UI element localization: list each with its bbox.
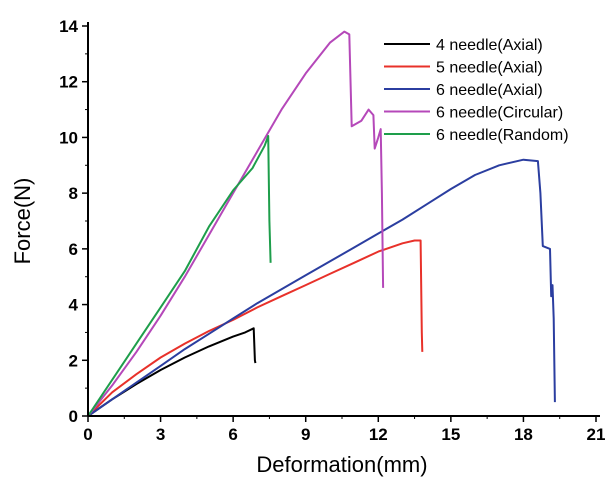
x-tick-label-5: 15 — [441, 425, 460, 444]
legend-label-2: 6 needle(Axial) — [436, 82, 543, 99]
y-tick-label-2: 4 — [69, 296, 79, 315]
legend-label-3: 6 needle(Circular) — [436, 105, 563, 122]
series-line-4 — [87, 135, 272, 417]
legend-label-0: 4 needle(Axial) — [436, 37, 543, 54]
x-tick-label-7: 21 — [587, 425, 606, 444]
y-tick-label-1: 2 — [69, 351, 78, 370]
x-tick-label-1: 3 — [156, 425, 165, 444]
x-tick-label-6: 18 — [514, 425, 533, 444]
series-line-0 — [87, 327, 257, 417]
series-line-1 — [87, 239, 424, 417]
plot-area — [87, 30, 556, 417]
x-axis-title: Deformation(mm) — [256, 452, 427, 477]
y-tick-label-5: 10 — [59, 128, 78, 147]
legend-label-1: 5 needle(Axial) — [436, 60, 543, 77]
y-tick-label-4: 8 — [69, 184, 78, 203]
axes: 0 3 6 9 12 15 18 21 0 2 4 6 8 10 12 14 — [59, 17, 605, 444]
x-tick-label-4: 12 — [369, 425, 388, 444]
y-tick-label-6: 12 — [59, 73, 78, 92]
series-line-2 — [87, 158, 556, 417]
y-axis-title: Force(N) — [10, 178, 35, 265]
x-tick-label-2: 6 — [228, 425, 237, 444]
legend: 4 needle(Axial) 5 needle(Axial) 6 needle(A… — [384, 37, 569, 144]
x-tick-label-0: 0 — [83, 425, 92, 444]
y-tick-label-3: 6 — [69, 240, 78, 259]
series-line-3 — [87, 30, 385, 417]
y-tick-label-0: 0 — [69, 407, 78, 426]
legend-label-4: 6 needle(Random) — [436, 127, 569, 144]
y-tick-label-7: 14 — [59, 17, 78, 36]
x-tick-label-3: 9 — [301, 425, 310, 444]
